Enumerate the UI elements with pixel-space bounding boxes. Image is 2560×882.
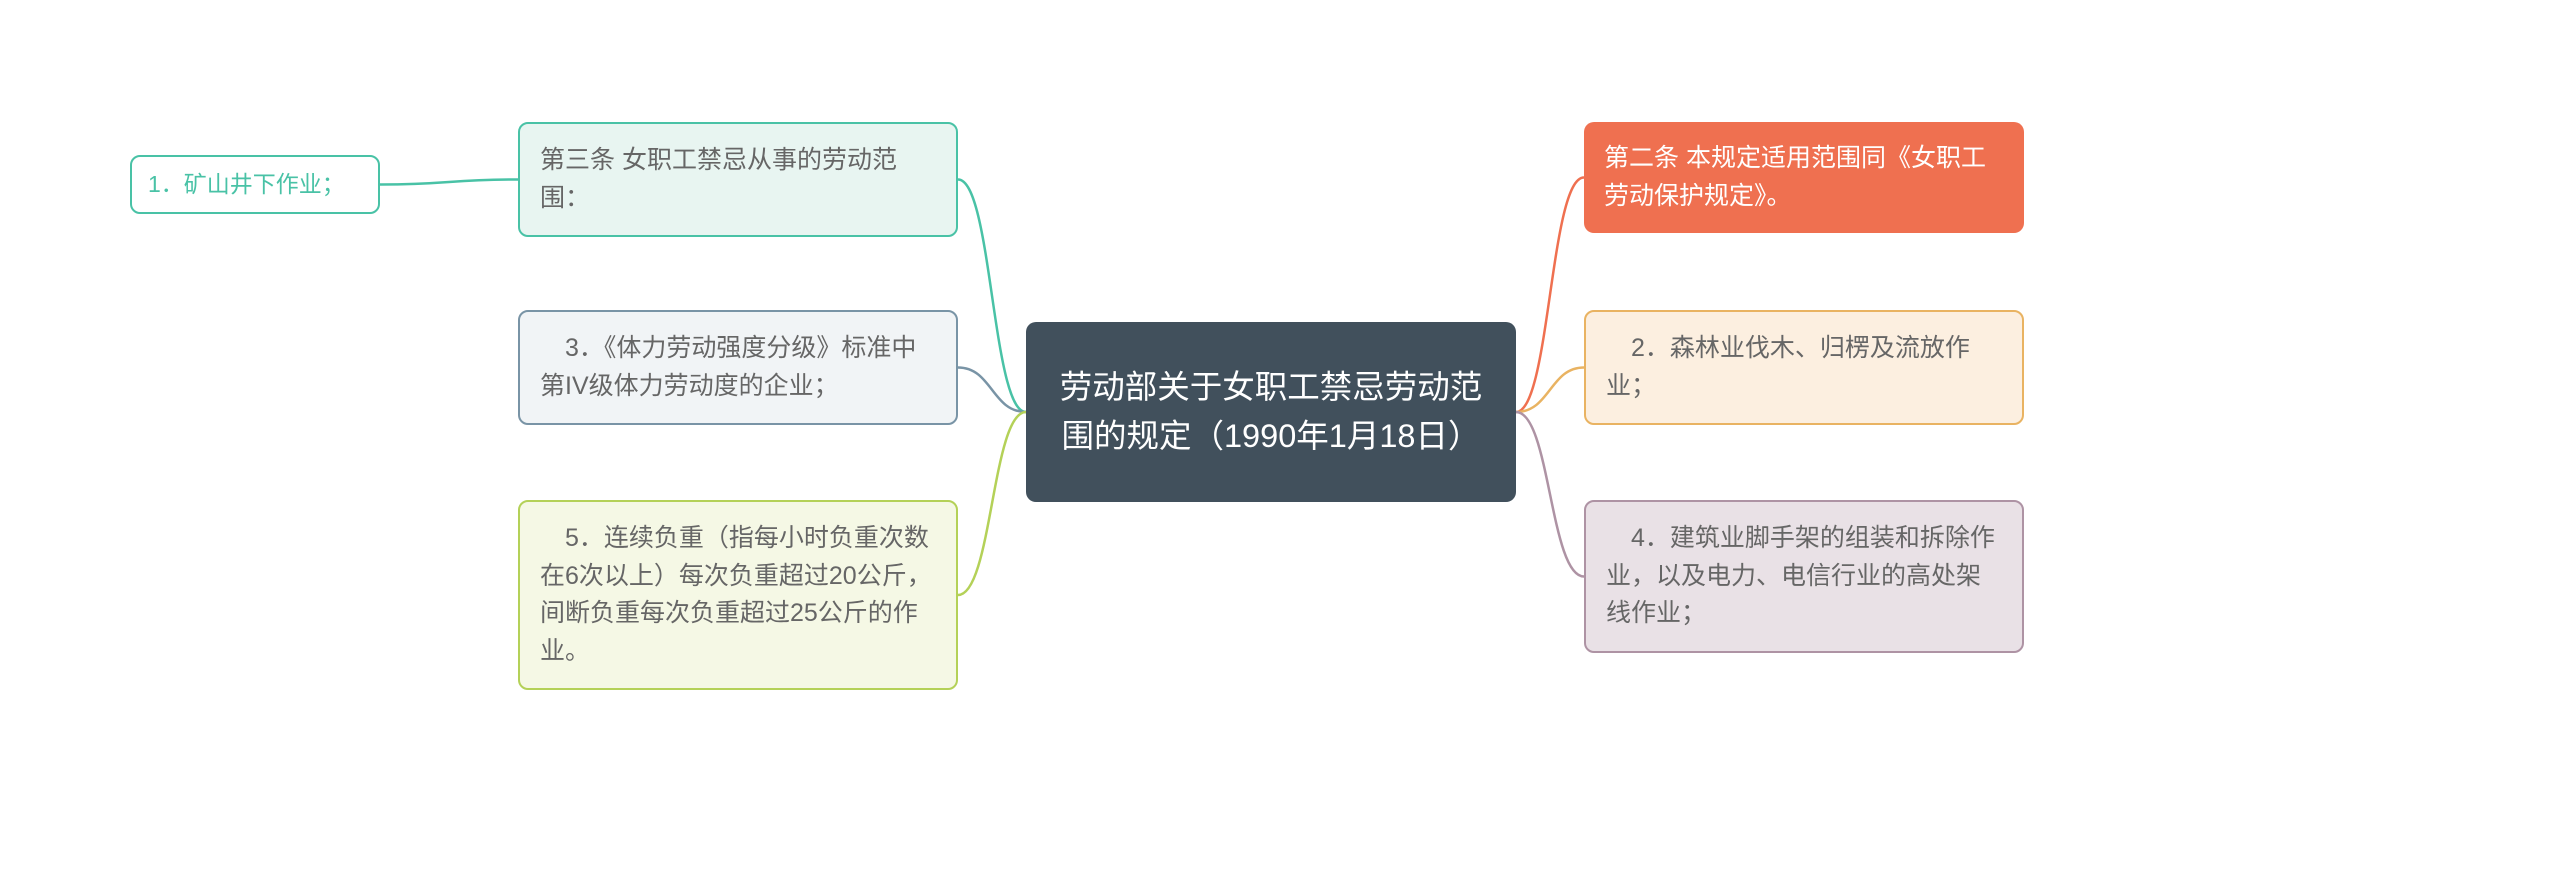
mindmap-node: 4．建筑业脚手架的组装和拆除作业，以及电力、电信行业的高处架线作业； xyxy=(1584,500,2024,653)
mindmap-node: 第二条 本规定适用范围同《女职工劳动保护规定》。 xyxy=(1584,122,2024,233)
mindmap-node: 劳动部关于女职工禁忌劳动范围的规定（1990年1月18日） xyxy=(1026,322,1516,502)
mindmap-node: 3．《体力劳动强度分级》标准中第IV级体力劳动度的企业； xyxy=(518,310,958,425)
node-text: 2．森林业伐木、归楞及流放作业； xyxy=(1606,334,1970,400)
node-text: 1．矿山井下作业； xyxy=(148,171,345,197)
mindmap-node: 1．矿山井下作业； xyxy=(130,155,380,214)
node-text: 第三条 女职工禁忌从事的劳动范围： xyxy=(540,146,897,212)
mindmap-node: 5．连续负重（指每小时负重次数在6次以上）每次负重超过20公斤，间断负重每次负重… xyxy=(518,500,958,690)
node-text: 劳动部关于女职工禁忌劳动范围的规定（1990年1月18日） xyxy=(1046,363,1496,461)
mindmap-node: 2．森林业伐木、归楞及流放作业； xyxy=(1584,310,2024,425)
node-text: 第二条 本规定适用范围同《女职工劳动保护规定》。 xyxy=(1604,144,1986,210)
mindmap-node: 第三条 女职工禁忌从事的劳动范围： xyxy=(518,122,958,237)
node-text: 4．建筑业脚手架的组装和拆除作业，以及电力、电信行业的高处架线作业； xyxy=(1606,524,1995,627)
node-text: 3．《体力劳动强度分级》标准中第IV级体力劳动度的企业； xyxy=(540,334,916,400)
node-text: 5．连续负重（指每小时负重次数在6次以上）每次负重超过20公斤，间断负重每次负重… xyxy=(540,524,932,665)
